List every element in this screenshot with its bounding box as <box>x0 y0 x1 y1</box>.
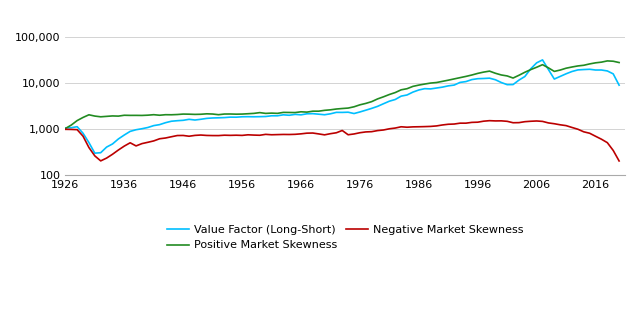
Positive Market Skewness <box>85 113 93 117</box>
Negative Market Skewness <box>85 146 93 150</box>
Value Factor (Long-Short) <box>480 76 488 80</box>
Negative Market Skewness <box>438 123 446 127</box>
Value Factor (Long-Short) <box>85 141 93 145</box>
Value Factor (Long-Short) <box>91 151 99 155</box>
Positive Market Skewness <box>604 59 611 63</box>
Positive Market Skewness <box>468 73 476 77</box>
Positive Market Skewness <box>162 113 170 117</box>
Value Factor (Long-Short) <box>456 81 464 84</box>
Negative Market Skewness <box>451 122 458 126</box>
Positive Market Skewness <box>451 77 458 81</box>
Positive Market Skewness <box>61 126 69 130</box>
Value Factor (Long-Short) <box>61 126 69 130</box>
Positive Market Skewness <box>615 60 623 64</box>
Value Factor (Long-Short) <box>615 83 623 87</box>
Positive Market Skewness <box>474 72 481 75</box>
Line: Positive Market Skewness: Positive Market Skewness <box>65 61 619 128</box>
Negative Market Skewness <box>486 119 493 123</box>
Line: Negative Market Skewness: Negative Market Skewness <box>65 121 619 161</box>
Positive Market Skewness <box>438 79 446 83</box>
Negative Market Skewness <box>468 121 476 124</box>
Value Factor (Long-Short) <box>474 77 481 81</box>
Value Factor (Long-Short) <box>168 119 175 123</box>
Negative Market Skewness <box>474 120 481 124</box>
Negative Market Skewness <box>162 136 170 140</box>
Value Factor (Long-Short) <box>444 84 452 88</box>
Negative Market Skewness <box>61 127 69 131</box>
Value Factor (Long-Short) <box>539 58 547 62</box>
Negative Market Skewness <box>615 159 623 163</box>
Line: Value Factor (Long-Short): Value Factor (Long-Short) <box>65 60 619 153</box>
Legend: Value Factor (Long-Short), Positive Market Skewness, Negative Market Skewness: Value Factor (Long-Short), Positive Mark… <box>163 220 527 255</box>
